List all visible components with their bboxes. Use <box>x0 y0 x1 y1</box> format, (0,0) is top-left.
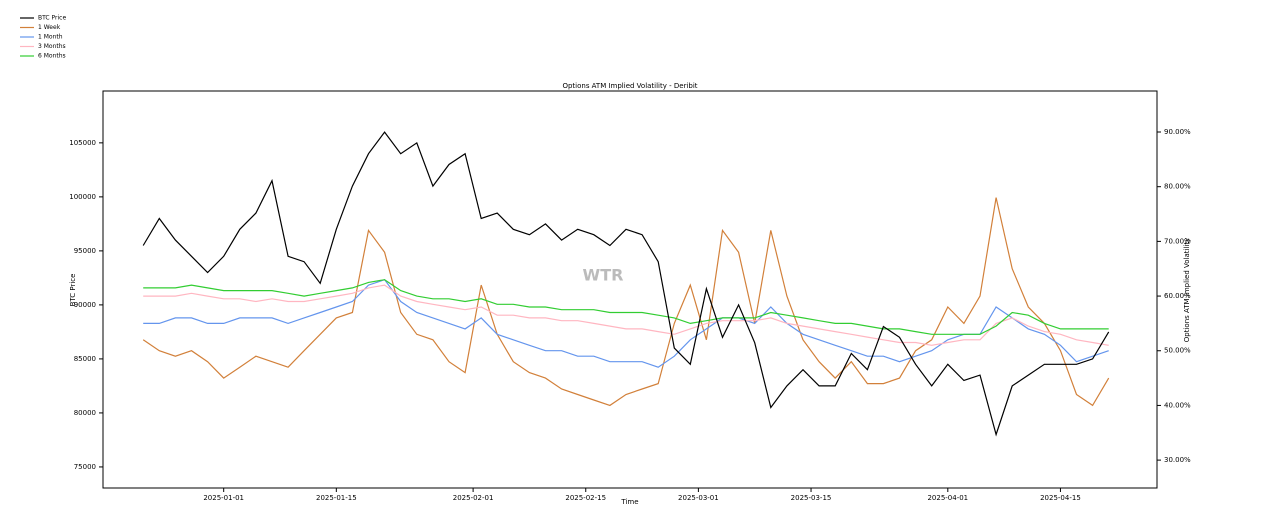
plot-frame <box>102 90 1158 489</box>
y2-tick-label: 40.00% <box>1164 401 1191 409</box>
y2-tick-label: 30.00% <box>1164 456 1191 464</box>
y2-tick-label: 90.00% <box>1164 128 1191 136</box>
y-tick-label: 85000 <box>74 355 96 363</box>
legend-label: 6 Months <box>38 53 66 60</box>
y2-tick-label: 50.00% <box>1164 347 1191 355</box>
y-tick-label: 100000 <box>69 193 96 201</box>
series-line <box>143 278 1109 368</box>
legend-label: 1 Month <box>38 34 63 41</box>
series-line <box>143 284 1109 346</box>
series-line <box>142 131 1110 437</box>
legend-label: 1 Week <box>38 24 61 31</box>
x-tick-label: 2025-02-15 <box>565 494 606 502</box>
y-tick-label: 75000 <box>74 463 96 471</box>
chart-title: Options ATM Implied Volatility - Deribit <box>562 82 697 90</box>
x-tick-label: 2025-01-15 <box>316 494 357 502</box>
x-tick-label: 2025-02-01 <box>453 494 494 502</box>
y-tick-label: 95000 <box>74 247 96 255</box>
x-tick-label: 2025-04-01 <box>927 494 968 502</box>
x-tick-label: 2025-04-15 <box>1040 494 1081 502</box>
y2-tick-label: 70.00% <box>1164 237 1191 245</box>
watermark: WTR <box>583 266 624 285</box>
y2-tick-label: 60.00% <box>1164 292 1191 300</box>
series-line <box>142 197 1110 407</box>
y-tick-label: 90000 <box>74 301 96 309</box>
x-tick-label: 2025-03-15 <box>791 494 832 502</box>
y2-tick-label: 80.00% <box>1164 183 1191 191</box>
y-tick-label: 80000 <box>74 409 96 417</box>
y2-axis-label: Options ATM Implied Volatility <box>1183 238 1191 342</box>
y-tick-label: 105000 <box>69 139 96 147</box>
series-line <box>143 279 1109 335</box>
legend-label: 3 Months <box>38 43 66 50</box>
x-tick-label: 2025-03-01 <box>678 494 719 502</box>
y-axis-label: BTC Price <box>69 274 77 307</box>
x-tick-label: 2025-01-01 <box>203 494 244 502</box>
legend-label: BTC Price <box>38 15 66 22</box>
x-axis-label: Time <box>620 498 638 506</box>
